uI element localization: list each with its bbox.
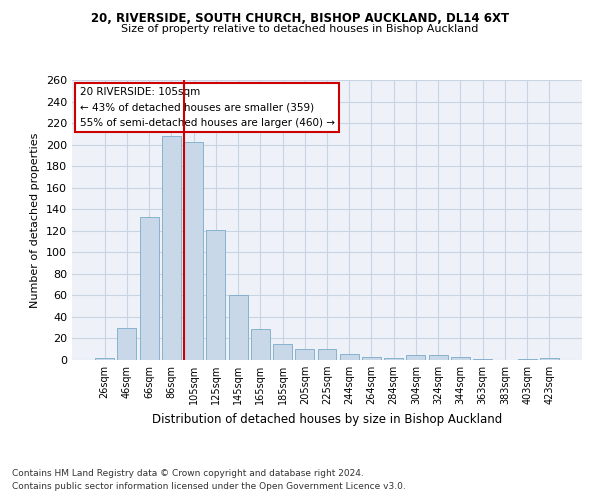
Bar [95,358,114,360]
Bar [184,142,203,360]
Text: 20 RIVERSIDE: 105sqm
← 43% of detached houses are smaller (359)
55% of semi-deta: 20 RIVERSIDE: 105sqm ← 43% of detached h… [80,87,335,128]
X-axis label: Distribution of detached houses by size in Bishop Auckland: Distribution of detached houses by size … [152,412,502,426]
Bar [473,359,492,360]
Bar [162,136,181,360]
Bar [206,230,225,360]
Text: Contains HM Land Registry data © Crown copyright and database right 2024.: Contains HM Land Registry data © Crown c… [12,468,364,477]
Text: 20, RIVERSIDE, SOUTH CHURCH, BISHOP AUCKLAND, DL14 6XT: 20, RIVERSIDE, SOUTH CHURCH, BISHOP AUCK… [91,12,509,26]
Bar [295,349,314,360]
Bar [406,354,425,360]
Bar [251,329,270,360]
Bar [429,354,448,360]
Bar [118,328,136,360]
Bar [362,357,381,360]
Bar [140,217,158,360]
Bar [317,349,337,360]
Bar [518,359,536,360]
Bar [340,354,359,360]
Text: Contains public sector information licensed under the Open Government Licence v3: Contains public sector information licen… [12,482,406,491]
Bar [384,358,403,360]
Text: Size of property relative to detached houses in Bishop Auckland: Size of property relative to detached ho… [121,24,479,34]
Bar [229,296,248,360]
Bar [451,357,470,360]
Bar [273,344,292,360]
Y-axis label: Number of detached properties: Number of detached properties [31,132,40,308]
Bar [540,358,559,360]
